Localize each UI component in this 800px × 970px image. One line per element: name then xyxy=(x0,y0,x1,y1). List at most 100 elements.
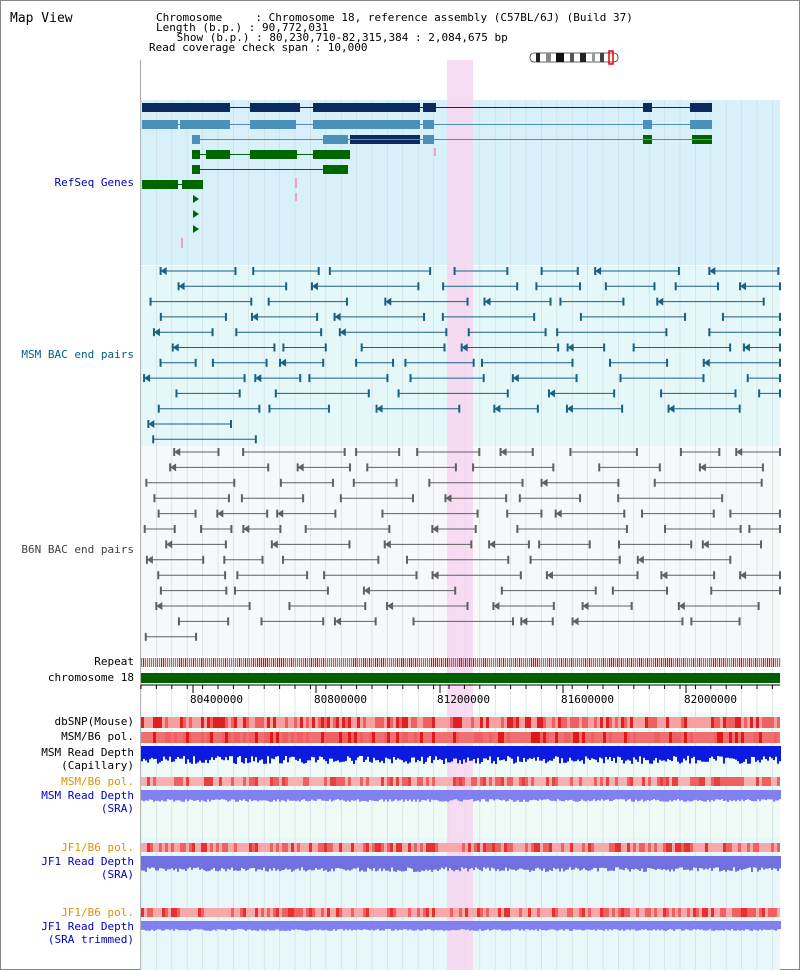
depth-bar xyxy=(169,856,171,870)
repeat-mark xyxy=(271,658,273,667)
depth-bar xyxy=(485,790,487,802)
heat-cell xyxy=(495,717,498,728)
heat-cell xyxy=(651,717,654,728)
repeat-mark xyxy=(653,658,655,667)
depth-bar xyxy=(687,746,689,756)
depth-bar xyxy=(391,746,393,764)
repeat-mark xyxy=(173,658,175,667)
heat-cell xyxy=(552,717,555,728)
heat-cell xyxy=(429,908,432,917)
heat-cell xyxy=(654,843,657,852)
bac-arrow xyxy=(493,602,500,610)
bac-end xyxy=(535,282,538,291)
depth-bar xyxy=(691,856,693,871)
depth-bar xyxy=(337,790,339,800)
depth-bar xyxy=(225,746,227,758)
heat-cell xyxy=(762,717,765,728)
depth-bar xyxy=(659,746,661,760)
heat-cell xyxy=(183,777,186,786)
msm-bac-label[interactable]: MSM BAC end pairs xyxy=(21,348,134,361)
heat-cell xyxy=(294,908,297,917)
depth-bar xyxy=(721,746,723,757)
repeat-mark xyxy=(775,658,777,667)
depth-bar xyxy=(757,746,759,761)
heat-cell xyxy=(282,908,285,917)
repeat-mark xyxy=(423,658,425,667)
heat-cell xyxy=(171,732,174,743)
heat-cell xyxy=(402,908,405,917)
heat-cell xyxy=(576,732,579,743)
depth-bar xyxy=(629,921,631,931)
depth-bar xyxy=(473,856,475,871)
depth-bar xyxy=(651,921,653,931)
bac-end xyxy=(681,617,684,626)
bac-end xyxy=(729,555,732,564)
depth-bar xyxy=(323,790,325,801)
depth-bar xyxy=(257,746,259,763)
heat-cell xyxy=(198,908,201,917)
depth-bar xyxy=(649,746,651,764)
heat-cell xyxy=(537,732,540,743)
heat-cell xyxy=(297,777,300,786)
heat-cell xyxy=(516,777,519,786)
refseq-genes-label[interactable]: RefSeq Genes xyxy=(54,176,134,189)
depth-bar xyxy=(643,921,645,930)
heat-cell xyxy=(744,908,747,917)
depth-bar xyxy=(433,856,435,870)
depth-bar xyxy=(585,921,587,930)
heat-cell xyxy=(669,717,672,728)
depth-bar xyxy=(265,790,267,801)
bac-end xyxy=(538,540,541,549)
depth-bar xyxy=(451,746,453,762)
depth-bar xyxy=(671,921,673,930)
depth-bar xyxy=(597,746,599,763)
heat-cell xyxy=(621,732,624,743)
heat-cell xyxy=(267,777,270,786)
depth-bar xyxy=(541,921,543,931)
heat-cell xyxy=(189,843,192,852)
depth-bar xyxy=(223,856,225,870)
depth-bar xyxy=(191,921,193,930)
depth-bar xyxy=(205,856,207,872)
heat-cell xyxy=(576,717,579,728)
b6n-bac-label[interactable]: B6N BAC end pairs xyxy=(21,543,134,556)
heat-cell xyxy=(438,717,441,728)
depth-bar xyxy=(759,856,761,871)
depth-bar xyxy=(635,746,637,760)
ideogram-band xyxy=(570,53,574,62)
depth-bar xyxy=(155,790,157,801)
depth-bar xyxy=(551,856,553,871)
heat-cell xyxy=(495,843,498,852)
bac-arrow xyxy=(555,509,562,518)
heat-cell xyxy=(705,732,708,743)
heat-cell xyxy=(651,777,654,786)
repeat-mark xyxy=(659,658,661,667)
bac-end xyxy=(360,343,363,352)
depth-bar xyxy=(737,790,739,800)
heat-cell xyxy=(477,908,480,917)
depth-bar xyxy=(535,746,537,761)
depth-bar xyxy=(649,921,651,931)
depth-bar xyxy=(685,921,687,930)
repeat-mark xyxy=(371,658,373,667)
heat-cell xyxy=(567,908,570,917)
depth-bar xyxy=(523,921,525,931)
heat-cell xyxy=(558,717,561,728)
heat-cell xyxy=(336,777,339,786)
heat-cell xyxy=(306,777,309,786)
depth-bar xyxy=(443,746,445,764)
depth-bar xyxy=(311,921,313,931)
heat-cell xyxy=(519,843,522,852)
depth-bar xyxy=(233,790,235,800)
heat-cell xyxy=(480,717,483,728)
bac-end xyxy=(328,267,331,275)
depth-bar xyxy=(691,790,693,802)
heat-cell xyxy=(300,908,303,917)
depth-bar xyxy=(621,856,623,870)
heat-cell xyxy=(579,777,582,786)
depth-bar xyxy=(201,921,203,930)
depth-bar xyxy=(769,856,771,868)
heat-cell xyxy=(333,843,336,852)
depth-bar xyxy=(763,856,765,870)
depth-bar xyxy=(389,921,391,930)
